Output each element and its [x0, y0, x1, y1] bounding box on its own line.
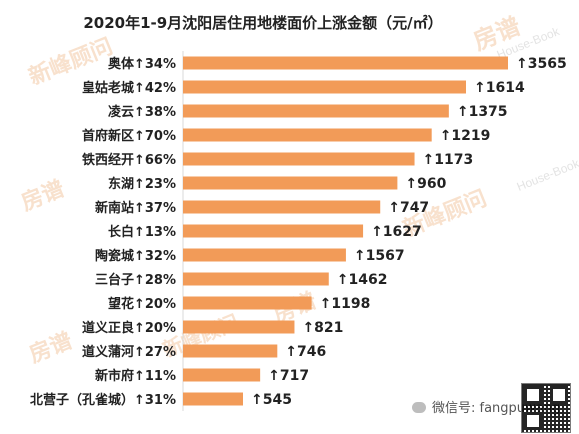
value-label-6: ↑747 — [388, 200, 429, 216]
category-label-0: 奥体↑34% — [108, 56, 176, 72]
value-label-1: ↑1614 — [474, 80, 525, 96]
value-label-13: ↑717 — [268, 368, 309, 384]
value-label-7: ↑1627 — [371, 224, 422, 240]
value-label-2: ↑1375 — [457, 104, 508, 120]
bar-10 — [183, 296, 312, 310]
value-label-11: ↑821 — [302, 320, 343, 336]
value-label-4: ↑1173 — [423, 152, 474, 168]
category-label-11: 道义正良↑20% — [82, 320, 176, 336]
value-label-0: ↑3565 — [516, 56, 567, 72]
bar-1 — [183, 80, 466, 94]
bar-0 — [183, 56, 508, 70]
category-label-1: 皇姑老城↑42% — [82, 80, 176, 96]
wechat-icon — [412, 402, 426, 413]
category-label-5: 东湖↑23% — [108, 176, 176, 192]
bar-13 — [183, 368, 261, 382]
value-label-12: ↑746 — [285, 344, 326, 360]
bar-14 — [183, 392, 243, 406]
category-label-14: 北营子（孔雀城）↑31% — [30, 392, 176, 408]
category-label-3: 首府新区↑70% — [82, 128, 176, 144]
bars-layer: 奥体↑34% ↑3565 皇姑老城↑42% ↑1614 凌云↑38% ↑1375 首府新区↑… — [30, 51, 567, 411]
bar-7 — [183, 224, 364, 238]
value-label-9: ↑1462 — [337, 272, 388, 288]
bar-6 — [183, 200, 381, 214]
category-label-4: 铁西经开↑66% — [81, 152, 176, 168]
category-label-2: 凌云↑38% — [108, 104, 176, 120]
bar-11 — [183, 320, 295, 334]
bar-4 — [183, 152, 415, 166]
bar-5 — [183, 176, 398, 190]
chart-title: 2020年1-9月沈阳居住用地楼面价上涨金额（元/㎡） — [83, 14, 442, 32]
category-label-10: 望花↑20% — [108, 296, 176, 312]
value-label-14: ↑545 — [251, 392, 292, 408]
category-label-13: 新市府↑11% — [95, 368, 176, 384]
bar-12 — [183, 344, 278, 358]
bar-2 — [183, 104, 449, 118]
category-label-12: 道义蒲河↑27% — [82, 344, 176, 360]
bar-8 — [183, 248, 346, 262]
value-label-5: ↑960 — [405, 176, 446, 192]
category-label-7: 长白↑13% — [108, 224, 176, 240]
qr-code — [521, 383, 571, 433]
category-label-6: 新南站↑37% — [95, 200, 176, 216]
bar-3 — [183, 128, 432, 142]
bar-9 — [183, 272, 329, 286]
value-label-8: ↑1567 — [354, 248, 405, 264]
value-label-3: ↑1219 — [440, 128, 491, 144]
category-label-9: 三台子↑28% — [95, 272, 176, 288]
category-label-8: 陶瓷城↑32% — [95, 248, 176, 264]
value-label-10: ↑1198 — [320, 296, 371, 312]
